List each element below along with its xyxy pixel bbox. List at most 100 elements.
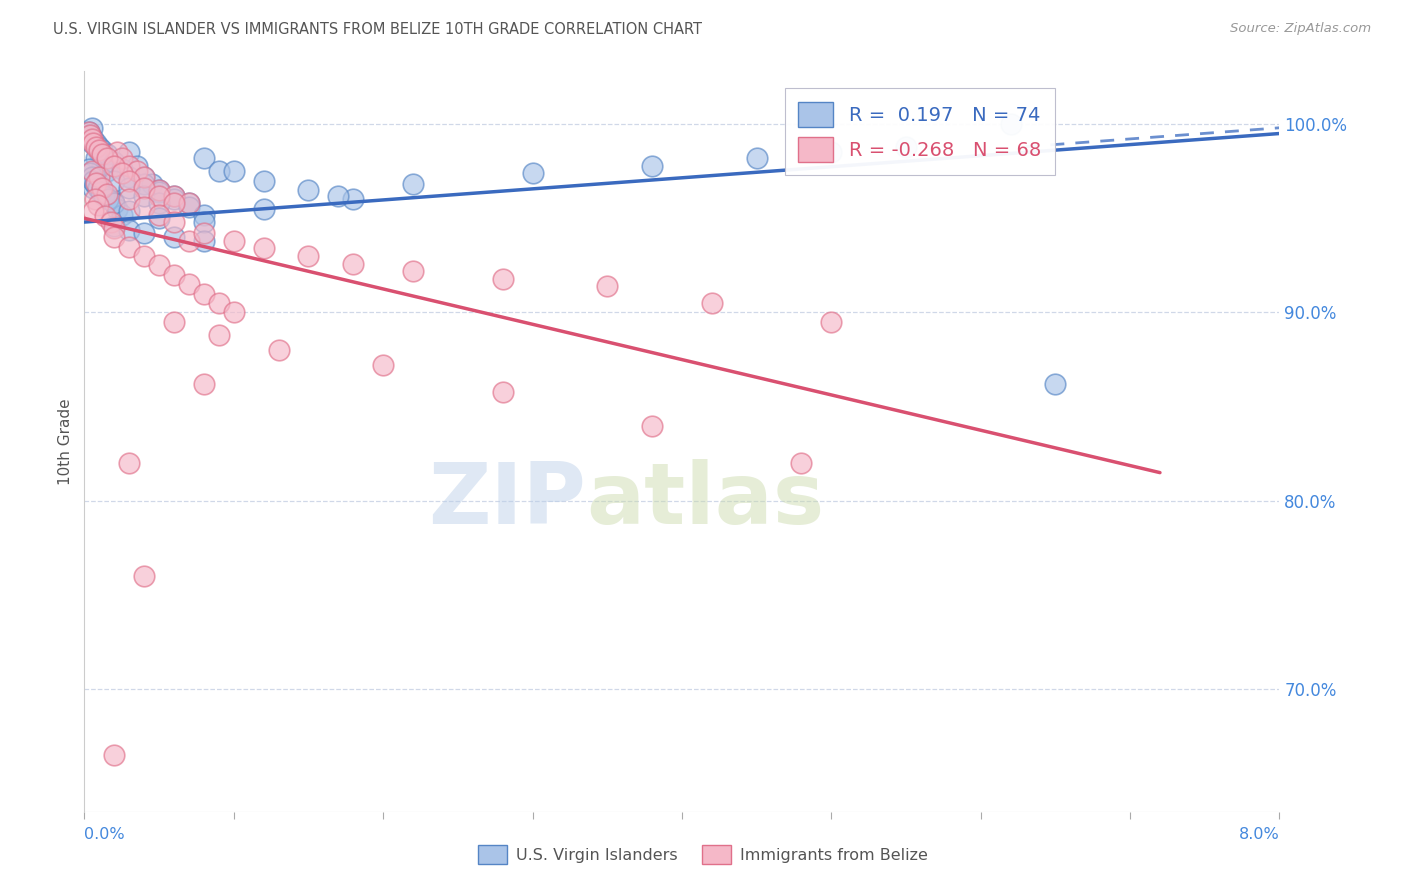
Point: [820, 145, 842, 160]
Point: [77, 125, 100, 139]
Point: [132, 200, 156, 214]
Point: [132, 188, 156, 202]
Point: [83, 193, 105, 207]
Point: [641, 159, 664, 173]
Point: [148, 183, 170, 197]
Point: [103, 196, 125, 211]
Point: [222, 305, 245, 319]
Point: [522, 166, 544, 180]
Point: [118, 181, 141, 195]
Point: [82, 203, 104, 218]
Point: [86, 139, 108, 153]
Point: [132, 249, 156, 263]
Point: [222, 164, 245, 178]
Point: [148, 196, 170, 211]
Point: [193, 215, 215, 229]
Point: [91, 144, 114, 158]
Point: [100, 215, 122, 229]
Point: [1045, 377, 1067, 392]
Point: [641, 418, 664, 433]
Point: [96, 186, 118, 201]
Point: [208, 164, 231, 178]
Text: Source: ZipAtlas.com: Source: ZipAtlas.com: [1230, 22, 1371, 36]
Point: [87, 198, 110, 212]
Point: [105, 145, 128, 160]
Point: [89, 145, 111, 160]
Text: ZIP: ZIP: [429, 459, 586, 542]
Point: [82, 132, 104, 146]
Point: [177, 234, 200, 248]
Point: [141, 178, 163, 192]
Point: [93, 188, 115, 202]
Point: [253, 202, 276, 216]
Point: [177, 277, 200, 292]
Point: [132, 169, 156, 184]
Point: [103, 220, 125, 235]
Point: [267, 343, 290, 358]
Point: [118, 193, 141, 207]
Point: [89, 139, 111, 153]
Text: U.S. VIRGIN ISLANDER VS IMMIGRANTS FROM BELIZE 10TH GRADE CORRELATION CHART: U.S. VIRGIN ISLANDER VS IMMIGRANTS FROM …: [53, 22, 703, 37]
Point: [177, 200, 200, 214]
Point: [103, 173, 125, 187]
Point: [96, 164, 118, 178]
Point: [148, 188, 170, 202]
Point: [96, 151, 118, 165]
Point: [111, 162, 134, 177]
Point: [118, 145, 141, 160]
Point: [118, 456, 141, 470]
Point: [402, 264, 425, 278]
Point: [492, 384, 515, 399]
Point: [83, 178, 105, 192]
Point: [79, 166, 101, 180]
Text: atlas: atlas: [586, 459, 824, 542]
Point: [253, 173, 276, 187]
Y-axis label: 10th Grade: 10th Grade: [58, 398, 73, 485]
Point: [148, 183, 170, 197]
Point: [86, 176, 108, 190]
Point: [103, 748, 125, 763]
Point: [80, 136, 103, 150]
Point: [80, 120, 103, 135]
Point: [193, 234, 215, 248]
Point: [177, 196, 200, 211]
Point: [103, 159, 125, 173]
Point: [118, 239, 141, 253]
Point: [790, 456, 813, 470]
Point: [492, 271, 515, 285]
Point: [111, 166, 134, 180]
Point: [91, 159, 114, 173]
Point: [103, 219, 125, 233]
Point: [91, 181, 114, 195]
Point: [89, 144, 111, 158]
Point: [103, 196, 125, 211]
Point: [87, 181, 110, 195]
Point: [94, 186, 117, 201]
Point: [163, 230, 186, 244]
Point: [297, 249, 319, 263]
Text: 8.0%: 8.0%: [1239, 827, 1279, 842]
Point: [132, 181, 156, 195]
Point: [125, 164, 148, 178]
Legend: U.S. Virgin Islanders, Immigrants from Belize: U.S. Virgin Islanders, Immigrants from B…: [471, 838, 935, 871]
Point: [125, 159, 148, 173]
Point: [894, 139, 917, 153]
Point: [163, 315, 186, 329]
Point: [77, 125, 100, 139]
Point: [222, 234, 245, 248]
Point: [87, 176, 110, 190]
Point: [80, 132, 103, 146]
Point: [83, 169, 105, 184]
Point: [148, 211, 170, 226]
Point: [1000, 117, 1022, 131]
Point: [148, 185, 170, 199]
Point: [82, 173, 104, 187]
Point: [297, 183, 319, 197]
Point: [118, 222, 141, 236]
Point: [86, 136, 108, 150]
Point: [97, 193, 120, 207]
Text: 0.0%: 0.0%: [84, 827, 125, 842]
Point: [700, 296, 723, 310]
Point: [80, 164, 103, 178]
Point: [148, 208, 170, 222]
